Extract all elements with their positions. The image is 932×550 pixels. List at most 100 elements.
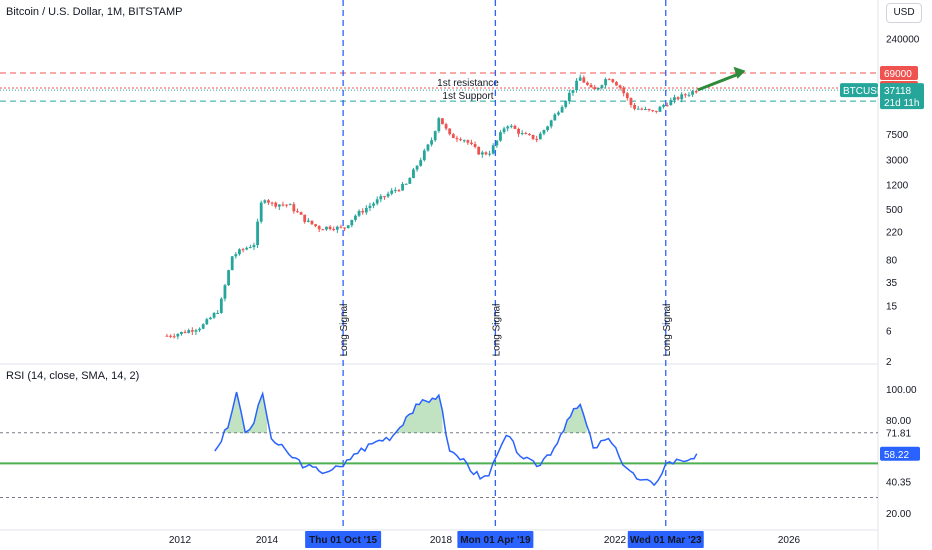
- candle-body: [328, 226, 332, 230]
- candle-body: [647, 108, 651, 111]
- candle-body: [346, 225, 350, 229]
- candle-body: [190, 330, 194, 332]
- time-tick-label: 2022: [604, 535, 627, 546]
- candle-body: [567, 92, 571, 102]
- candle-body: [350, 219, 354, 226]
- current-price-tag: [880, 83, 924, 110]
- candle-body: [604, 79, 607, 86]
- candle-body: [201, 324, 205, 329]
- candle-body: [549, 120, 553, 127]
- candle-body: [270, 202, 274, 204]
- long-signal-label: Long Signal: [662, 304, 673, 357]
- price-level-tag: [880, 66, 918, 80]
- rsi-indicator-title[interactable]: RSI (14, close, SMA, 14, 2): [6, 370, 140, 382]
- candle-body: [538, 133, 542, 140]
- candle-body: [364, 207, 368, 213]
- candle-body: [560, 107, 564, 113]
- candle-body: [234, 254, 238, 257]
- candle-body: [683, 94, 687, 96]
- candle-body: [564, 101, 568, 108]
- time-tick-label: 2018: [430, 535, 453, 546]
- candle-body: [332, 229, 336, 231]
- rsi-tick-label: 20.00: [886, 509, 911, 520]
- signal-date-tag: [305, 531, 382, 548]
- candle-body: [520, 133, 524, 135]
- candle-body: [183, 331, 187, 333]
- candle-body: [368, 205, 372, 208]
- price-tick-label: 7500: [886, 130, 909, 141]
- price-level-name: 1st Support: [442, 91, 493, 102]
- candle-body: [187, 330, 191, 333]
- signal-date-tag: [627, 531, 704, 548]
- candle-body: [317, 226, 321, 230]
- candle-body: [256, 221, 259, 246]
- candle-body: [622, 87, 626, 94]
- time-tick-label: 2026: [778, 535, 801, 546]
- candle-body: [259, 202, 263, 222]
- candle-body: [412, 169, 415, 179]
- candle-body: [248, 247, 252, 249]
- candle-body: [306, 220, 310, 222]
- candle-body: [593, 87, 597, 90]
- candle-body: [219, 298, 223, 313]
- candle-body: [444, 124, 448, 129]
- candle-body: [372, 203, 375, 206]
- rsi-tick-label: 40.35: [886, 477, 911, 488]
- candle-body: [245, 247, 249, 250]
- price-tick-label: 240000: [886, 35, 920, 46]
- bar-countdown: 21d 11h: [884, 98, 919, 109]
- rsi-line: [214, 390, 698, 487]
- currency-button[interactable]: USD: [886, 3, 922, 23]
- price-tick-label: 35: [886, 278, 898, 289]
- candle-body: [404, 183, 408, 185]
- candle-body: [267, 200, 270, 203]
- candle-body: [651, 110, 655, 112]
- time-tick-label: 2014: [256, 535, 279, 546]
- candle-body: [299, 212, 303, 215]
- rsi-overbought-fill: [563, 404, 587, 433]
- candle-body: [687, 94, 691, 96]
- candle-body: [441, 118, 444, 125]
- candle-body: [277, 204, 281, 207]
- candle-body: [216, 312, 220, 314]
- projection-arrow-head: [733, 66, 746, 79]
- candle-body: [495, 140, 499, 146]
- candle-body: [263, 200, 267, 203]
- rsi-overbought-fill: [224, 392, 267, 433]
- current-price-value: 37118: [884, 86, 912, 97]
- candle-body: [230, 256, 234, 271]
- candle-body: [488, 153, 491, 155]
- candle-body: [390, 190, 394, 194]
- signal-date-tag: [457, 531, 534, 548]
- price-tick-label: 500: [886, 205, 903, 216]
- rsi-overbought-fill: [396, 395, 443, 433]
- candle-body: [691, 91, 694, 95]
- candle-body: [437, 118, 441, 132]
- signal-date-label: Wed 01 Mar '23: [630, 535, 702, 546]
- candle-body: [553, 114, 557, 121]
- candle-body: [357, 210, 361, 216]
- candle-body: [477, 146, 481, 155]
- candle-body: [274, 202, 278, 207]
- candle-body: [542, 130, 546, 134]
- candle-body: [636, 108, 640, 110]
- candle-body: [325, 226, 328, 230]
- projection-arrow-shaft: [697, 72, 741, 92]
- candle-body: [223, 285, 227, 299]
- candle-body: [669, 100, 673, 106]
- candle-body: [426, 144, 430, 151]
- candle-body: [354, 215, 357, 220]
- candle-body: [466, 140, 470, 143]
- candle-body: [499, 132, 502, 141]
- candle-body: [524, 133, 528, 135]
- rsi-tick-label: 80.00: [886, 416, 911, 427]
- candle-body: [397, 190, 401, 192]
- candle-body: [618, 85, 622, 88]
- candle-body: [198, 328, 201, 331]
- candle-body: [633, 104, 636, 109]
- candle-body: [401, 184, 404, 191]
- candle-body: [321, 229, 325, 231]
- candle-body: [607, 79, 611, 81]
- price-level-value: 69000: [884, 69, 912, 80]
